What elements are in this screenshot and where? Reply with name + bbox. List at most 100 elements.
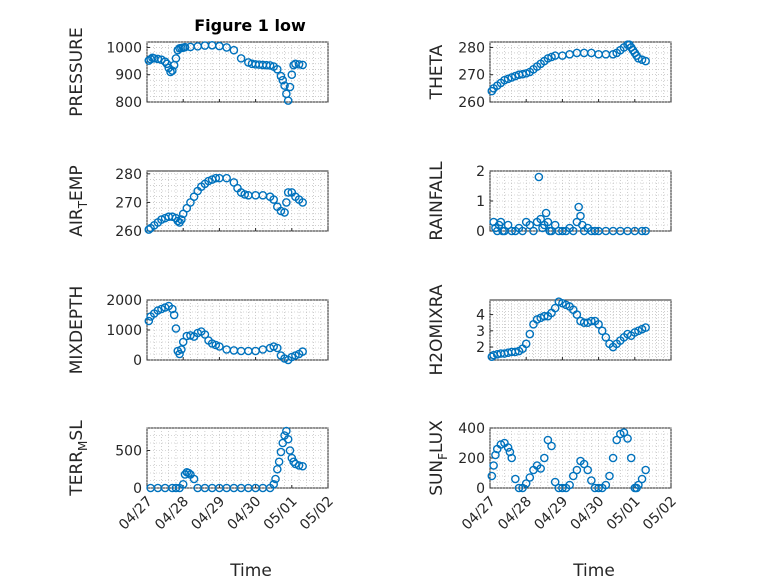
data-point [514,483,524,493]
data-point [521,479,531,488]
data-point [612,435,622,445]
data-point [558,226,567,236]
data-point [576,211,585,221]
data-point [507,453,517,463]
data-point [525,329,535,339]
data-point [171,324,181,333]
data-point [536,464,545,473]
data-point [641,323,650,332]
data-point [540,453,549,463]
x-tick-label: 04/30 [568,494,608,534]
data-point [496,217,506,227]
data-point [550,220,560,230]
data-point [178,479,188,489]
data-point [572,465,582,475]
data-point [298,198,307,207]
data-point [189,474,199,484]
data-point [240,190,250,199]
y-axis-label: MIXDEPTH [67,286,87,375]
data-point [160,57,170,66]
data-point [626,453,636,463]
x-tick-label: 04/29 [188,494,228,534]
data-point [534,172,544,182]
x-tick-label: 04/29 [531,494,571,534]
data-point [597,326,607,336]
data-point [637,226,647,236]
y-axis-label-main: MIXDEPTH [67,286,87,375]
y-tick-label: 2 [476,164,485,180]
y-axis-label-suffix: LUX [427,420,447,453]
x-tick-label: 05/02 [640,494,680,534]
data-point [503,220,513,230]
y-tick-label: 1 [476,194,485,210]
y-axis-label: RAINFALL [427,161,447,241]
y-tick-label: 900 [115,68,142,84]
subplot-2: 260 270 280 THETA [427,40,672,111]
data-point [521,339,531,349]
y-axis-label-subscript: F [436,453,450,460]
y-tick-label: 0 [133,353,142,369]
x-tick-label: 05/01 [261,494,301,534]
data-point [265,61,275,70]
x-tick-label: 04/28 [152,494,192,534]
data-point [180,42,190,52]
data-point [178,337,188,347]
x-tick-label: 04/27 [116,494,156,534]
data-point [525,220,535,230]
data-point [565,480,574,490]
y-tick-label: 0 [476,481,485,497]
data-point [605,471,614,481]
data-point [590,226,600,236]
data-point [579,459,589,469]
data-point [271,474,280,484]
data-point [269,195,279,204]
data-point [543,435,553,445]
data-point [294,461,304,470]
y-axis-label: PRESSURE [67,27,87,116]
data-point [273,64,282,74]
y-axis-label-main: SUN [427,460,447,496]
data-point [168,304,177,314]
data-point [507,226,517,236]
data-point [529,226,538,236]
y-tick-label: 270 [458,68,485,84]
data-point [583,465,593,475]
x-tick-label: 05/01 [604,494,644,534]
y-tick-label: 280 [115,167,142,183]
data-point [222,43,231,52]
y-axis-label: H2OMIXRA [427,284,447,375]
y-tick-label: 280 [458,40,485,56]
data-point [641,56,650,66]
data-point [215,342,224,351]
y-axis-label-main: AIR [67,208,87,237]
y-tick-label: 800 [115,95,142,111]
data-point [568,471,578,481]
x-tick-label: 04/27 [459,494,499,534]
y-tick-label: 1000 [106,40,142,56]
y-axis-label-main: RAINFALL [427,161,447,241]
y-axis-label-main: H2OMIXRA [427,284,447,375]
data-point [536,214,545,224]
y-tick-label: 0 [476,224,485,240]
data-point [540,311,549,321]
data-point [287,70,297,80]
data-point [278,75,288,85]
subplot-3: 260 270 280 AIRTEMP [67,165,329,240]
data-point [587,316,596,326]
y-tick-label: 0 [133,481,142,497]
y-axis-label-main: TERR [67,451,87,497]
data-point [541,208,551,218]
data-point [171,483,181,493]
data-point [274,457,284,467]
data-point [175,349,184,359]
y-tick-label: 270 [115,195,142,211]
data-point [276,71,286,81]
data-point [229,45,239,55]
data-point [608,453,618,463]
figure-title: Figure 1 low [194,16,306,35]
x-tick-label: 04/28 [495,494,535,534]
data-point [503,443,513,452]
data-point [489,461,498,470]
y-tick-label: 4 [476,308,485,324]
